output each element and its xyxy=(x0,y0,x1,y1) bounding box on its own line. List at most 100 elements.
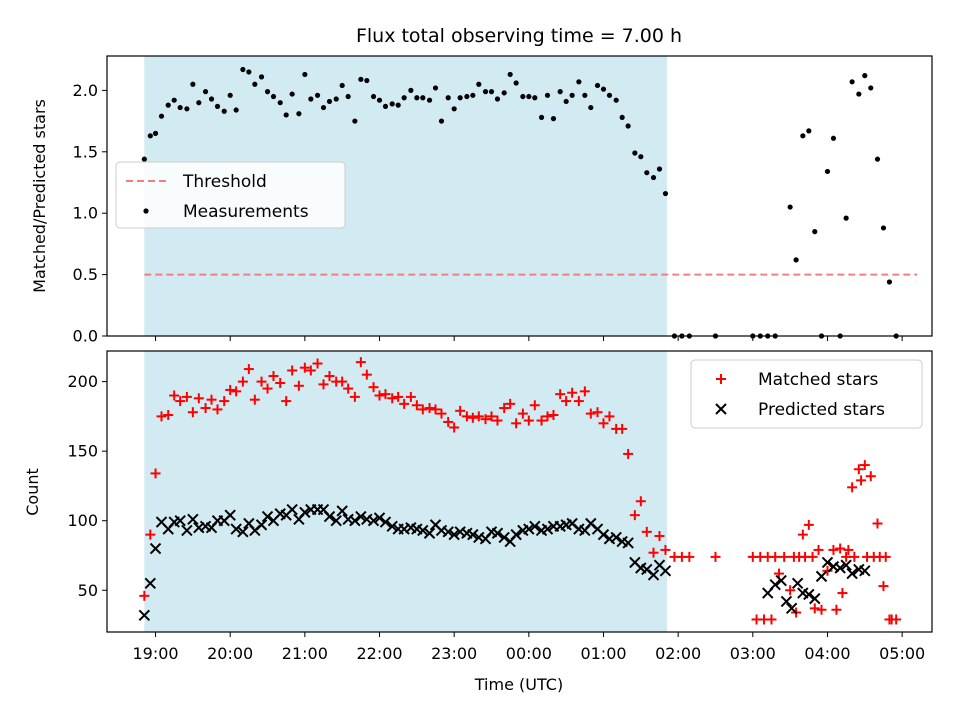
measurement-point xyxy=(414,95,420,101)
legend-cross-marker xyxy=(715,403,727,415)
measurement-point xyxy=(352,118,358,124)
matched-star-point xyxy=(380,389,391,400)
matched-star-point xyxy=(467,412,478,423)
matched-star-point xyxy=(349,391,360,402)
predicted-star-point xyxy=(237,526,249,538)
measurement-point xyxy=(432,85,439,91)
measurement-point xyxy=(190,81,196,87)
measurement-point xyxy=(569,92,575,98)
measurement-point xyxy=(862,73,868,79)
matched-star-point xyxy=(219,396,230,407)
matched-star-point xyxy=(405,391,416,402)
y-tick-label: 100 xyxy=(67,511,98,530)
matched-star-point xyxy=(785,585,796,596)
matched-star-point xyxy=(343,383,354,394)
predicted-star-point xyxy=(144,577,157,590)
matched-star-point xyxy=(393,391,404,402)
measurement-point xyxy=(625,123,631,129)
matched-star-point xyxy=(629,510,640,521)
matched-star-point xyxy=(684,551,695,562)
predicted-star-point xyxy=(373,512,386,524)
matched-star-point xyxy=(843,544,854,555)
matched-star-point xyxy=(275,377,286,388)
matched-star-point xyxy=(807,551,818,562)
measurement-point xyxy=(830,135,837,141)
matched-star-point xyxy=(281,396,292,407)
matched-star-point xyxy=(548,409,559,420)
matched-star-point xyxy=(856,475,867,486)
matched-star-point xyxy=(181,391,192,402)
legend-matched-swatch xyxy=(716,374,726,384)
matched-star-point xyxy=(293,380,304,391)
matched-star-point xyxy=(206,394,217,405)
matched-star-point xyxy=(641,526,652,537)
predicted-star-point xyxy=(780,595,793,608)
matched-star-point xyxy=(859,460,870,471)
measurement-point xyxy=(370,93,377,100)
measurement-point xyxy=(420,95,426,101)
matched-star-point xyxy=(813,544,824,555)
bottom-y-axis-label: Count xyxy=(23,468,42,516)
predicted-star-point xyxy=(622,537,634,549)
measurement-point xyxy=(806,128,812,134)
predicted-star-point xyxy=(224,509,236,521)
matched-star-point xyxy=(872,518,883,529)
legend-matched-label: Matched stars xyxy=(758,370,878,390)
matched-star-point xyxy=(411,400,422,411)
predicted-star-point xyxy=(510,528,522,541)
measurement-point xyxy=(650,174,657,181)
matched-star-point xyxy=(598,418,609,429)
matched-star-point xyxy=(455,405,466,416)
measurement-point xyxy=(532,95,538,101)
predicted-star-point xyxy=(815,570,828,583)
matched-star-point xyxy=(305,365,316,376)
x-tick-label: 02:00 xyxy=(655,644,701,663)
matched-star-point xyxy=(849,551,860,562)
matched-star-point xyxy=(461,411,472,422)
measurement-point xyxy=(165,102,171,108)
measurement-point xyxy=(339,82,345,89)
predicted-star-point xyxy=(610,531,622,544)
measurement-point xyxy=(874,156,881,162)
measurement-point xyxy=(302,71,308,78)
matched-star-point xyxy=(555,389,566,400)
bottom-legend: Matched stars Predicted stars xyxy=(690,359,923,429)
measurement-point xyxy=(644,170,650,176)
matched-star-point xyxy=(779,551,790,562)
measurement-point xyxy=(283,112,289,118)
matched-star-point xyxy=(592,407,603,418)
measurement-point xyxy=(576,79,582,85)
matched-star-point xyxy=(816,604,827,615)
matched-star-point xyxy=(368,382,379,393)
measurement-point xyxy=(544,92,551,98)
matched-star-point xyxy=(150,468,161,479)
matched-star-point xyxy=(262,383,273,394)
measurement-point xyxy=(557,89,563,95)
matched-star-point xyxy=(486,411,497,422)
predicted-star-point xyxy=(529,520,541,532)
predicted-star-point xyxy=(846,567,858,580)
matched-star-point xyxy=(828,544,839,555)
matched-star-point xyxy=(853,464,864,475)
measurement-point xyxy=(582,92,588,98)
predicted-star-point xyxy=(809,592,821,605)
measurement-point xyxy=(787,204,793,210)
x-tick-label: 03:00 xyxy=(730,644,776,663)
matched-star-point xyxy=(499,403,510,414)
measurement-point xyxy=(550,116,557,122)
predicted-star-point xyxy=(491,527,504,539)
matched-star-point xyxy=(505,398,516,409)
measurement-point xyxy=(470,92,476,98)
predicted-star-point xyxy=(467,528,479,541)
matched-star-point xyxy=(417,404,428,415)
top-panel: 0.00.51.01.52.0 Matched/Predicted stars … xyxy=(30,55,933,346)
measurement-point xyxy=(258,74,265,80)
measurement-point xyxy=(240,66,246,73)
y-tick-label: 200 xyxy=(67,372,98,391)
matched-star-point xyxy=(163,409,174,420)
measurement-point xyxy=(333,96,339,102)
predicted-star-point xyxy=(286,503,298,516)
matched-star-point xyxy=(660,544,671,555)
measurement-point xyxy=(526,93,532,100)
